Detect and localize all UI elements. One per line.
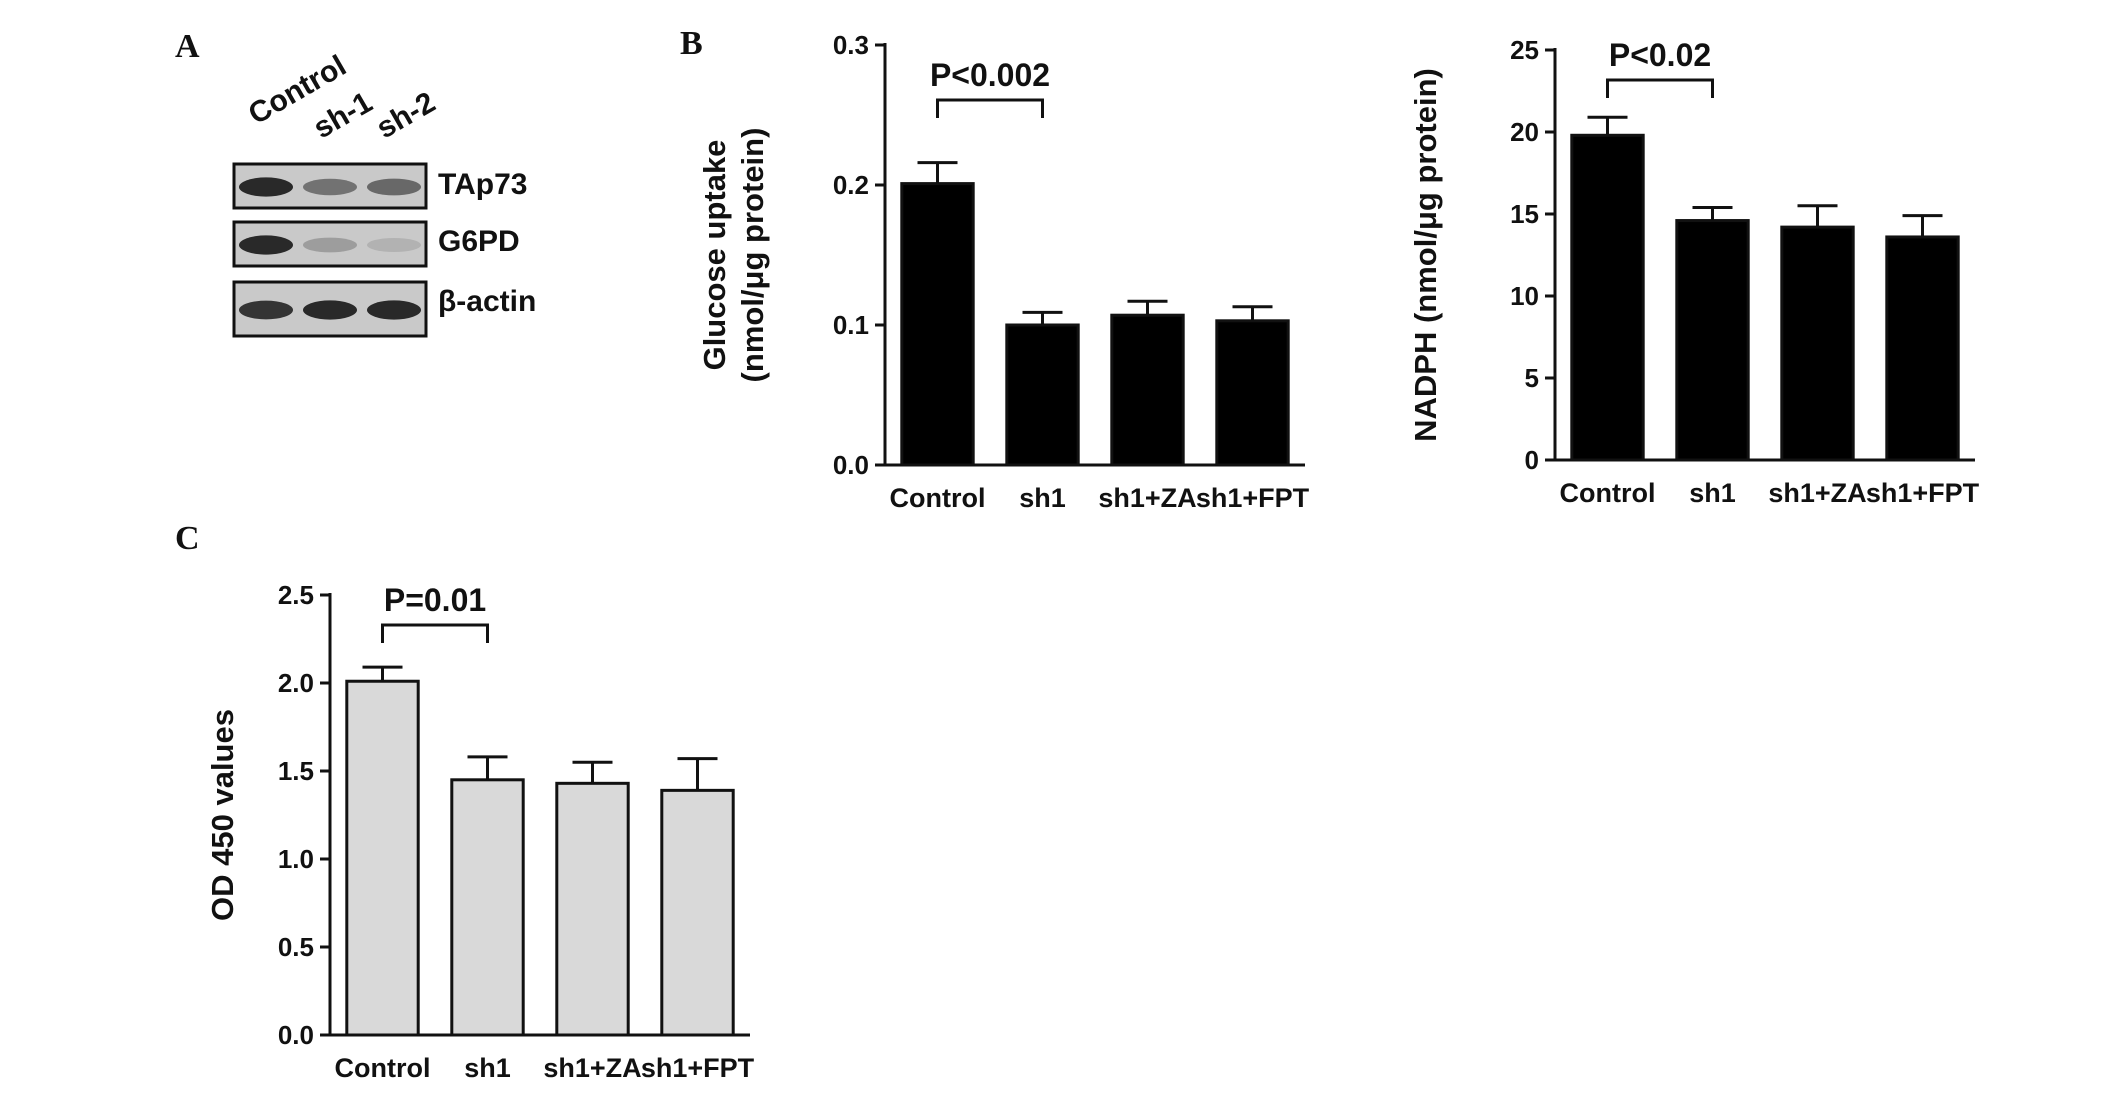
y-axis-label: NADPH (nmol/μg protein): [1408, 68, 1443, 442]
y-tick-label: 15: [1510, 199, 1539, 229]
panel-label-b: B: [680, 25, 703, 62]
blot-band: [367, 178, 421, 196]
y-tick-label: 0.3: [833, 30, 869, 60]
significance-bracket: [936, 98, 1044, 118]
x-tick-label: sh1+ZA: [543, 1053, 641, 1083]
y-tick-label: 20: [1510, 117, 1539, 147]
x-tick-label: sh1+FPT: [1196, 483, 1310, 513]
significance-bracket: [381, 623, 489, 643]
y-tick-label: 0.2: [833, 170, 869, 200]
western-blot: Control sh-1 sh-2 TAp73 G6PD β-actin: [230, 49, 650, 350]
bar-sh1: [1675, 219, 1750, 462]
y-tick-label: 0.0: [833, 450, 869, 480]
y-tick-label: 2.5: [278, 580, 314, 610]
glucose-uptake-chart: 0.0 0.1 0.2 0.3 Control sh1 sh1+ZA sh1+FPT P<0.0…: [697, 30, 1310, 513]
band-label-g6pd: G6PD: [438, 225, 520, 258]
significance-bracket: [1606, 78, 1714, 98]
blot-band: [367, 238, 421, 252]
bar-sh1-fpt: [660, 788, 735, 1037]
bar-control: [1570, 133, 1645, 462]
y-axis-label: OD 450 values: [205, 709, 240, 921]
y-axis-label-line2: (nmol/μg protein): [735, 128, 770, 383]
bar-sh1-za: [555, 781, 630, 1037]
blot-band: [239, 300, 293, 320]
bar-sh1: [1005, 323, 1080, 467]
blot-band: [367, 300, 421, 320]
band-label-tap73: TAp73: [438, 168, 528, 201]
significance-label: P<0.002: [930, 57, 1050, 93]
blot-bands: [232, 162, 428, 338]
y-tick-label: 25: [1510, 35, 1539, 65]
y-tick-label: 0.5: [278, 932, 314, 962]
blot-band: [303, 300, 357, 320]
panel-label-c: C: [175, 520, 200, 557]
x-tick-label: Control: [335, 1053, 431, 1083]
bar-sh1-za: [1780, 225, 1855, 462]
significance-label: P=0.01: [384, 582, 486, 618]
y-tick-label: 1.5: [278, 756, 314, 786]
y-tick-label: 2.0: [278, 668, 314, 698]
blot-band: [303, 237, 357, 253]
y-tick-label: 0.0: [278, 1020, 314, 1050]
blot-band: [239, 177, 293, 197]
y-tick-label: 1.0: [278, 844, 314, 874]
x-tick-label: Control: [890, 483, 986, 513]
bar-control: [900, 182, 975, 467]
y-tick-label: 10: [1510, 281, 1539, 311]
blot-band: [239, 235, 293, 255]
y-tick-label: 0: [1525, 445, 1539, 475]
od450-chart: 0.0 0.5 1.0 1.5 2.0 2.5 Control sh1 sh1+ZA sh1+FP…: [205, 580, 755, 1083]
x-tick-label: sh1: [464, 1053, 511, 1083]
x-tick-label: sh1+FPT: [641, 1053, 755, 1083]
x-tick-label: sh1: [1019, 483, 1066, 513]
lane-label-sh2: sh-2: [371, 85, 441, 146]
bar-sh1: [450, 778, 525, 1037]
y-tick-label: 5: [1525, 363, 1539, 393]
x-tick-label: sh1: [1689, 478, 1736, 508]
x-tick-label: sh1+ZA: [1098, 483, 1196, 513]
bar-sh1-fpt: [1215, 319, 1290, 467]
x-tick-label: sh1+FPT: [1866, 478, 1980, 508]
x-tick-label: Control: [1560, 478, 1656, 508]
significance-label: P<0.02: [1609, 37, 1711, 73]
panel-label-a: A: [175, 28, 200, 65]
y-axis-label: Glucose uptake: [697, 140, 732, 371]
band-label-beta-actin: β-actin: [438, 285, 537, 318]
blot-band: [303, 178, 357, 196]
y-tick-label: 0.1: [833, 310, 869, 340]
nadph-chart: 0 5 10 15 20 25 Control sh1 sh1+ZA sh1+FPT P<0.02 N…: [1408, 35, 1980, 508]
bar-sh1-za: [1110, 313, 1185, 467]
x-tick-label: sh1+ZA: [1768, 478, 1866, 508]
bar-control: [345, 679, 420, 1037]
bar-sh1-fpt: [1885, 235, 1960, 462]
